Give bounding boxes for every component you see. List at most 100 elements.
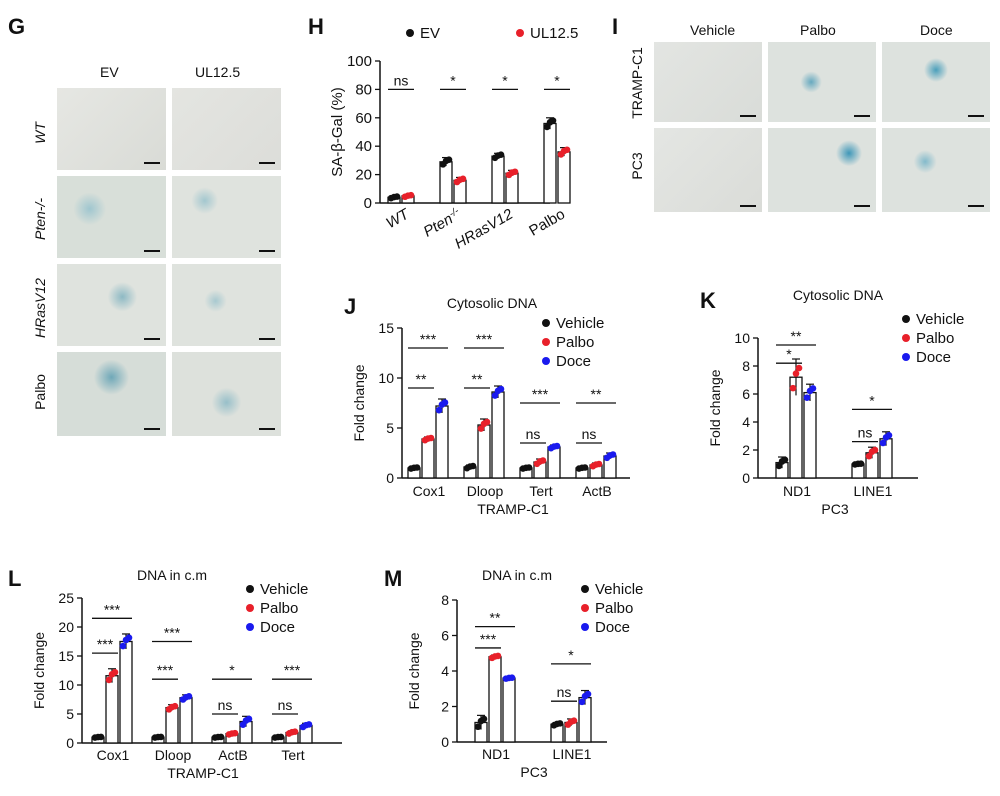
l-xlabel: TRAMP-C1 — [167, 765, 239, 781]
k-point-0-1-2 — [795, 364, 803, 372]
m-legend-label-2: Doce — [595, 619, 630, 636]
m-sig-label-1: ** — [490, 610, 501, 626]
j-bar-2-2 — [547, 446, 561, 479]
k-cat-label-0: ND1 — [783, 483, 811, 499]
m-point-0-0-0 — [474, 723, 482, 731]
k-point-0-1-1 — [792, 370, 800, 377]
k-xlabel: PC3 — [821, 501, 848, 517]
l-ylabel: Fold change — [31, 632, 47, 709]
h-legend-label-1: UL12.5 — [530, 25, 578, 42]
m-point-1-0-2 — [556, 720, 564, 727]
l-sig-label-2: *** — [157, 662, 174, 678]
l-sig-label-5: * — [229, 662, 235, 678]
h-point-3-0-2 — [549, 117, 557, 124]
h-ytick-label-4: 80 — [355, 81, 372, 98]
m-title: DNA in c.m — [482, 567, 552, 583]
k-legend-label-2: Doce — [916, 349, 951, 366]
g-image-palbo-ul125 — [172, 352, 281, 436]
i-image-trampc1-doce — [882, 42, 990, 122]
h-cat-label-3: Palbo — [526, 206, 568, 240]
j-point-0-1-2 — [427, 434, 435, 442]
j-point-1-2-2 — [497, 385, 505, 393]
l-point-2-1-2 — [231, 729, 239, 737]
k-point-0-1-0 — [789, 384, 797, 392]
k-title: Cytosolic DNA — [793, 287, 884, 303]
i-col-label-palbo: Palbo — [800, 22, 836, 38]
k-legend-marker-0 — [902, 315, 910, 323]
l-legend-marker-1 — [246, 604, 254, 612]
l-point-0-2-0 — [119, 642, 127, 650]
j-point-3-2-2 — [609, 451, 617, 458]
h-bar-3-0 — [543, 122, 557, 204]
h-ytick-label-0: 0 — [364, 195, 372, 212]
m-sig-label-2: ns — [557, 684, 572, 700]
j-point-1-1-0 — [477, 425, 485, 432]
g-image-palbo-ev — [57, 352, 166, 436]
m-xlabel: PC3 — [520, 764, 547, 780]
l-point-1-2-2 — [185, 693, 193, 700]
k-point-0-2-0 — [803, 394, 811, 401]
j-cat-label-3: ActB — [582, 483, 612, 499]
l-sig-label-3: *** — [164, 625, 181, 641]
panel-label-i: I — [612, 14, 619, 39]
l-ytick-label-2: 10 — [58, 677, 74, 693]
l-point-0-1-0 — [105, 676, 113, 684]
k-sig-label-2: ns — [858, 425, 873, 441]
k-point-0-0-2 — [781, 456, 789, 464]
g-col-label-ul125: UL12.5 — [195, 64, 241, 80]
m-ytick-label-3: 6 — [441, 628, 449, 644]
m-point-1-2-0 — [578, 698, 586, 706]
l-legend-marker-0 — [246, 585, 254, 593]
h-legend-marker-1 — [516, 29, 524, 37]
m-ytick-label-2: 4 — [441, 663, 449, 679]
j-sig-label-3: *** — [476, 331, 493, 347]
j-point-1-2-0 — [491, 392, 499, 399]
j-sig-label-1: *** — [420, 331, 437, 347]
m-ytick-label-4: 8 — [441, 592, 449, 608]
l-cat-label-0: Cox1 — [97, 747, 130, 763]
g-col-label-ev: EV — [100, 64, 119, 80]
m-sig-label-0: *** — [480, 631, 497, 647]
g-image-wt-ul125 — [172, 88, 281, 170]
j-point-2-2-2 — [553, 442, 561, 450]
g-image-pten-ev — [57, 176, 166, 258]
panel-label-g: G — [8, 14, 26, 39]
l-point-2-2-2 — [245, 715, 253, 723]
i-row-label-trampc1: TRAMP-C1 — [629, 47, 645, 119]
j-ytick-label-2: 10 — [378, 370, 394, 386]
j-sig-label-0: ** — [416, 371, 427, 387]
m-point-0-0-2 — [480, 715, 488, 723]
l-point-0-0-2 — [97, 733, 105, 741]
l-point-3-2-2 — [305, 721, 313, 728]
h-ytick-label-3: 60 — [355, 110, 372, 127]
m-point-0-1-2 — [494, 652, 502, 660]
h-ytick-label-1: 20 — [355, 167, 372, 184]
m-legend-label-1: Palbo — [595, 600, 633, 617]
k-point-1-1-2 — [871, 446, 879, 454]
l-point-1-1-2 — [171, 702, 179, 710]
k-cat-label-1: LINE1 — [854, 483, 893, 499]
j-point-0-0-2 — [413, 464, 421, 471]
l-sig-label-6: ns — [278, 697, 293, 713]
j-point-1-1-2 — [483, 418, 491, 426]
i-image-pc3-doce — [882, 128, 990, 212]
k-point-1-0-2 — [857, 460, 865, 467]
l-legend-label-2: Doce — [260, 619, 295, 636]
k-point-1-2-0 — [879, 439, 887, 447]
h-sig-label-0: ns — [394, 72, 409, 88]
j-sig-label-5: *** — [532, 386, 549, 402]
g-row-label-hrasv12: HRasV12 — [32, 278, 48, 338]
panel-label-h: H — [308, 14, 324, 39]
l-point-0-2-2 — [125, 634, 133, 642]
h-bar-1-0 — [439, 161, 453, 204]
l-point-1-0-2 — [157, 733, 165, 741]
i-image-pc3-vehicle — [654, 128, 762, 212]
m-legend-label-0: Vehicle — [595, 581, 643, 598]
h-ylabel: SA-β-Gal (%) — [329, 87, 346, 176]
k-ytick-label-0: 0 — [742, 470, 750, 486]
i-image-pc3-palbo — [768, 128, 876, 212]
l-legend-marker-2 — [246, 623, 254, 631]
j-legend-marker-2 — [542, 357, 550, 365]
h-sig-label-1: * — [450, 72, 456, 88]
j-title: Cytosolic DNA — [447, 295, 538, 311]
